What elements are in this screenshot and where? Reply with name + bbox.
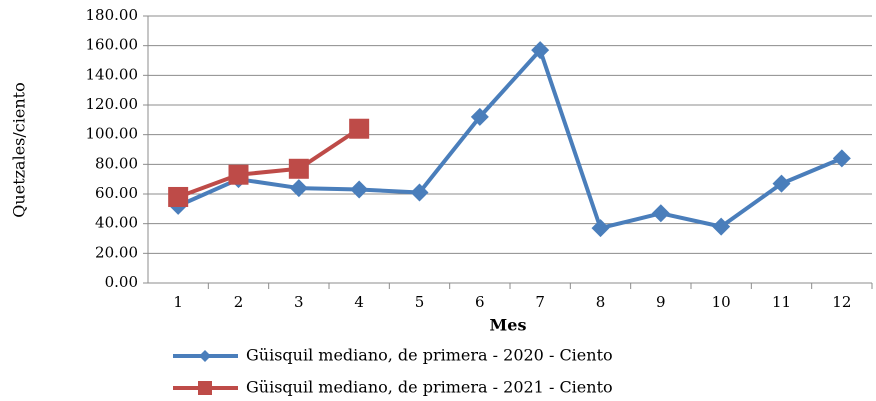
x-tick-label: 8 [596, 293, 606, 311]
marker [349, 118, 370, 139]
marker [289, 179, 308, 198]
x-tick-label: 4 [354, 293, 364, 311]
legend-label: Güisquil mediano, de primera - 2020 - Ci… [246, 346, 613, 365]
marker [350, 180, 369, 199]
marker [591, 219, 610, 238]
y-tick-label: 180.00 [86, 6, 139, 24]
x-tick-label: 1 [173, 293, 183, 311]
marker [168, 186, 189, 207]
y-axis-title: Quetzales/ciento [10, 82, 29, 217]
y-tick-label: 100.00 [86, 125, 139, 143]
marker [651, 204, 670, 223]
x-tick-label: 3 [294, 293, 304, 311]
marker [199, 350, 211, 362]
x-tick-label: 9 [656, 293, 666, 311]
y-tick-label: 120.00 [86, 95, 139, 113]
y-tick-label: 40.00 [95, 214, 138, 232]
marker [712, 217, 731, 236]
y-tick-label: 140.00 [86, 65, 139, 83]
line [177, 127, 361, 199]
y-tick-label: 60.00 [95, 184, 138, 202]
x-tick-label: 10 [712, 293, 731, 311]
marker [832, 149, 851, 168]
line [177, 48, 843, 231]
marker [228, 164, 249, 185]
x-axis-title: Mes [490, 316, 527, 335]
marker [531, 41, 550, 60]
legend-label: Güisquil mediano, de primera - 2021 - Ci… [246, 378, 613, 397]
marker [470, 107, 489, 126]
x-tick-label: 12 [832, 293, 851, 311]
y-tick-label: 0.00 [105, 273, 138, 291]
x-tick-label: 6 [475, 293, 485, 311]
x-tick-label: 7 [535, 293, 545, 311]
marker [410, 183, 429, 202]
y-tick-label: 160.00 [86, 36, 139, 54]
x-tick-label: 2 [234, 293, 244, 311]
y-tick-label: 20.00 [95, 243, 138, 261]
marker [772, 174, 791, 193]
x-tick-label: 5 [415, 293, 425, 311]
y-tick-label: 80.00 [95, 154, 138, 172]
marker [198, 381, 212, 395]
x-tick-label: 11 [772, 293, 791, 311]
marker [288, 158, 309, 179]
